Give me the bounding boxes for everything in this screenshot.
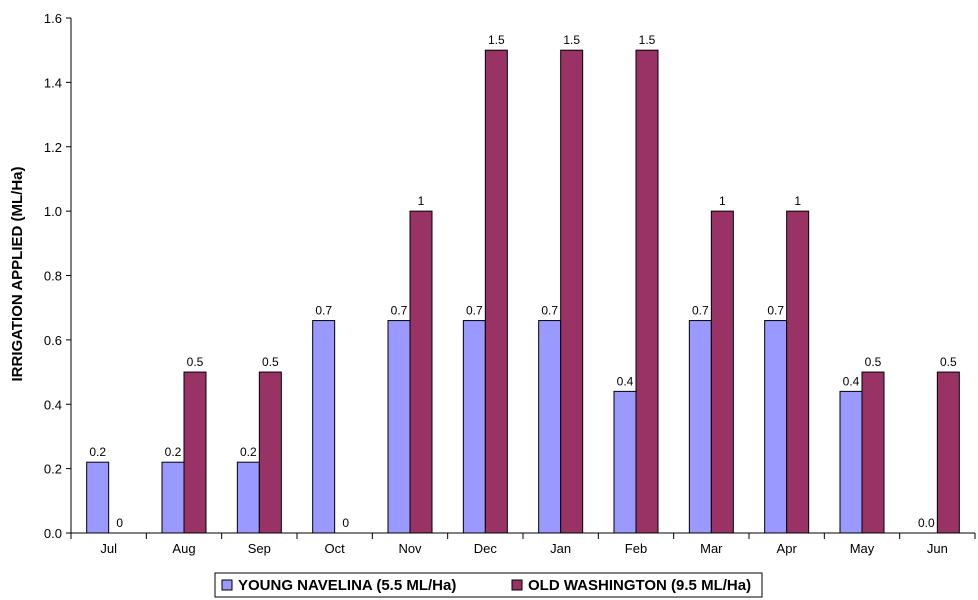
data-label: 0.2 <box>165 445 182 459</box>
data-label: 0 <box>342 516 349 530</box>
legend: YOUNG NAVELINA (5.5 ML/Ha) OLD WASHINGTO… <box>214 572 763 598</box>
x-tick-label: Feb <box>625 541 647 556</box>
data-label: 0.0 <box>918 516 935 530</box>
data-label: 0.7 <box>767 304 784 318</box>
data-label: 0.5 <box>940 355 957 369</box>
x-tick-label: Mar <box>700 541 723 556</box>
x-tick-label: Jul <box>100 541 117 556</box>
y-tick-label: 0.8 <box>44 269 62 284</box>
legend-swatch-old-washington <box>511 579 523 591</box>
bar <box>538 320 562 534</box>
y-tick-label: 1.0 <box>44 204 62 219</box>
data-label: 0.7 <box>466 304 483 318</box>
bar <box>312 320 336 534</box>
data-label: 0.5 <box>865 355 882 369</box>
x-tick-label: Aug <box>172 541 195 556</box>
y-tick-label: 1.2 <box>44 140 62 155</box>
bar <box>258 371 282 534</box>
data-label: 1 <box>794 194 801 208</box>
x-tick-label: Sep <box>248 541 271 556</box>
y-tick-label: 0.6 <box>44 333 62 348</box>
bar <box>409 210 433 534</box>
bar <box>688 320 712 534</box>
x-tick-label: Apr <box>777 541 798 556</box>
x-tick-label: Nov <box>398 541 422 556</box>
legend-swatch-young-navelina <box>221 579 233 591</box>
bar <box>560 49 584 534</box>
bar <box>161 461 185 534</box>
y-tick-label: 1.4 <box>44 75 62 90</box>
legend-box <box>214 572 763 598</box>
bar <box>183 371 207 534</box>
data-label: 1.5 <box>563 33 580 47</box>
data-label: 0 <box>116 516 123 530</box>
bar <box>936 371 960 534</box>
data-label: 1 <box>418 194 425 208</box>
bar <box>462 320 486 534</box>
bar <box>786 210 810 534</box>
data-label: 0.7 <box>391 304 408 318</box>
data-label: 1.5 <box>488 33 505 47</box>
y-tick-label: 0.2 <box>44 462 62 477</box>
x-tick-label: May <box>850 541 875 556</box>
x-tick-label: Dec <box>474 541 498 556</box>
plot-area: 0.2 0.2 0.2 0.7 0.7 0.7 0.7 0.4 0.7 0.7 0.4 0.0 0 0.5… <box>44 11 976 556</box>
data-label: 0.2 <box>240 445 257 459</box>
bar <box>635 49 659 534</box>
data-label: 1.5 <box>639 33 656 47</box>
bar <box>613 390 637 534</box>
x-tick-label: Oct <box>325 541 346 556</box>
y-tick-label: 0.0 <box>44 526 62 541</box>
x-tick-label: Jan <box>550 541 571 556</box>
bar <box>236 461 260 534</box>
bar <box>764 320 788 534</box>
bar <box>710 210 734 534</box>
legend-label-old-washington: OLD WASHINGTON (9.5 ML/Ha) <box>528 577 751 594</box>
y-tick-label: 1.6 <box>44 11 62 26</box>
data-label: 0.7 <box>315 304 332 318</box>
data-label: 0.4 <box>617 374 634 388</box>
y-axis-title: IRRIGATION APPLIED (ML/Ha) <box>9 167 26 382</box>
bar <box>861 371 885 534</box>
data-label: 1 <box>719 194 726 208</box>
data-label: 0.2 <box>89 445 106 459</box>
y-tick-label: 0.4 <box>44 397 62 412</box>
bar <box>86 461 110 534</box>
data-label: 0.4 <box>843 374 860 388</box>
bar <box>387 320 411 534</box>
data-label: 0.7 <box>541 304 558 318</box>
data-label: 0.5 <box>262 355 279 369</box>
bar <box>484 49 508 534</box>
bar <box>839 390 863 534</box>
legend-label-young-navelina: YOUNG NAVELINA (5.5 ML/Ha) <box>238 577 456 594</box>
data-label: 0.7 <box>692 304 709 318</box>
data-label: 0.5 <box>187 355 204 369</box>
x-tick-label: Jun <box>927 541 948 556</box>
